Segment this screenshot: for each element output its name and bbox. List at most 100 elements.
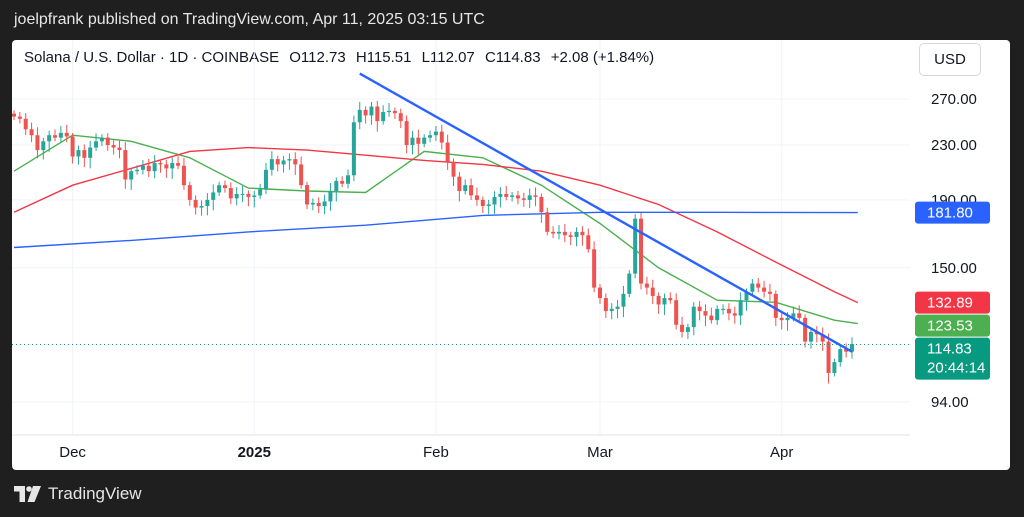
symbol-label[interactable]: Solana / U.S. Dollar · 1D · COINBASE bbox=[24, 49, 280, 66]
candle bbox=[94, 133, 99, 152]
tradingview-footer[interactable]: TradingView bbox=[14, 484, 142, 504]
candle bbox=[111, 139, 116, 155]
candle bbox=[252, 190, 257, 208]
candle bbox=[703, 304, 708, 327]
trendline-layer bbox=[359, 72, 853, 353]
candle bbox=[53, 129, 58, 142]
currency-selector[interactable]: USD bbox=[919, 43, 981, 76]
candle bbox=[129, 167, 134, 191]
candle bbox=[598, 284, 602, 304]
price-label-value: 181.80 bbox=[927, 205, 973, 222]
candle bbox=[217, 181, 222, 196]
candle bbox=[715, 305, 720, 325]
candle bbox=[469, 178, 474, 201]
candle bbox=[750, 278, 755, 296]
candle bbox=[844, 343, 849, 358]
candle bbox=[310, 198, 315, 211]
candle bbox=[820, 327, 825, 351]
candle bbox=[562, 223, 567, 243]
candles bbox=[12, 100, 854, 384]
candle bbox=[709, 307, 714, 324]
candle bbox=[551, 226, 556, 239]
candle bbox=[639, 212, 644, 290]
candle bbox=[826, 333, 831, 384]
candle bbox=[70, 133, 75, 164]
x-tick-label: Dec bbox=[59, 444, 86, 461]
candle bbox=[234, 187, 239, 206]
candle bbox=[609, 303, 614, 320]
candle bbox=[439, 124, 444, 150]
candle bbox=[41, 137, 46, 160]
candle bbox=[328, 183, 333, 211]
candle bbox=[627, 270, 632, 298]
candle bbox=[621, 285, 626, 318]
candle bbox=[82, 144, 87, 168]
candle bbox=[580, 226, 585, 246]
candle bbox=[351, 115, 356, 182]
candle bbox=[23, 113, 28, 136]
candle bbox=[193, 195, 198, 215]
x-tick-label: Feb bbox=[423, 444, 449, 461]
candle bbox=[644, 276, 649, 295]
candle bbox=[545, 207, 550, 236]
candle bbox=[58, 126, 63, 143]
candle bbox=[369, 101, 374, 125]
candle bbox=[123, 142, 128, 189]
candle bbox=[726, 303, 731, 321]
candle bbox=[64, 124, 69, 143]
x-tick-label: Mar bbox=[587, 444, 613, 461]
trendline bbox=[359, 72, 853, 353]
price-label-tag: 181.80 bbox=[915, 201, 990, 224]
candle bbox=[146, 158, 151, 177]
candle bbox=[668, 292, 673, 304]
candle bbox=[504, 185, 509, 201]
candle bbox=[47, 130, 52, 152]
candle bbox=[767, 283, 772, 301]
candle bbox=[240, 185, 245, 203]
candle bbox=[633, 214, 638, 279]
candle bbox=[322, 194, 327, 215]
candle bbox=[357, 101, 362, 130]
candle bbox=[263, 162, 268, 195]
candle bbox=[808, 327, 813, 349]
candle bbox=[334, 177, 339, 202]
candle bbox=[88, 140, 93, 169]
candle bbox=[721, 304, 726, 315]
candle bbox=[762, 280, 767, 298]
candle bbox=[17, 111, 22, 124]
candle bbox=[199, 200, 204, 216]
candle bbox=[674, 293, 679, 330]
candle bbox=[181, 157, 186, 190]
candle bbox=[533, 187, 538, 207]
candle bbox=[732, 306, 737, 324]
candle bbox=[586, 228, 591, 253]
x-tick-label: 2025 bbox=[238, 444, 271, 461]
candle bbox=[187, 181, 192, 206]
candle bbox=[12, 110, 16, 121]
candle bbox=[592, 241, 597, 293]
candle bbox=[398, 108, 403, 129]
candle bbox=[228, 182, 233, 205]
candle bbox=[392, 107, 397, 119]
high-value: H115.51 bbox=[355, 49, 412, 66]
candle bbox=[404, 115, 409, 154]
candle bbox=[99, 134, 104, 146]
candle bbox=[451, 158, 456, 187]
candle bbox=[346, 169, 351, 189]
ohlc-legend: Solana / U.S. Dollar · 1D · COINBASE O11… bbox=[24, 49, 660, 66]
candle bbox=[492, 191, 497, 214]
chart-panel[interactable]: Solana / U.S. Dollar · 1D · COINBASE O11… bbox=[12, 40, 1010, 470]
candle bbox=[568, 231, 573, 246]
candle bbox=[474, 187, 479, 206]
candle bbox=[340, 176, 345, 188]
candle bbox=[691, 302, 696, 336]
candle bbox=[662, 293, 667, 316]
price-label-value: 123.53 bbox=[927, 318, 973, 335]
x-tick-label: Apr bbox=[770, 444, 793, 461]
candle bbox=[498, 187, 503, 208]
candle bbox=[838, 344, 843, 367]
price-label-tag: 123.53 bbox=[915, 314, 990, 337]
candle bbox=[422, 134, 427, 148]
candle bbox=[387, 103, 392, 117]
